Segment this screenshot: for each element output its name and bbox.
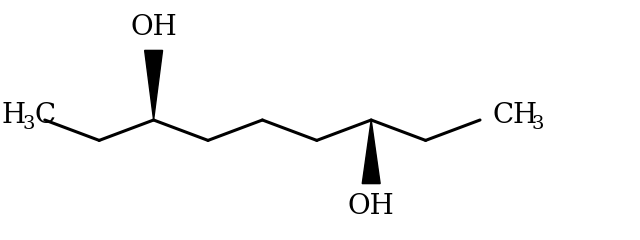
Polygon shape xyxy=(145,50,163,120)
Text: C: C xyxy=(493,102,514,129)
Text: C: C xyxy=(35,102,56,129)
Text: OH: OH xyxy=(348,193,395,220)
Text: H: H xyxy=(1,102,26,129)
Polygon shape xyxy=(362,120,380,184)
Text: OH: OH xyxy=(130,14,177,41)
Text: H: H xyxy=(512,102,536,129)
Text: 3: 3 xyxy=(531,115,544,133)
Text: 3: 3 xyxy=(22,115,35,133)
